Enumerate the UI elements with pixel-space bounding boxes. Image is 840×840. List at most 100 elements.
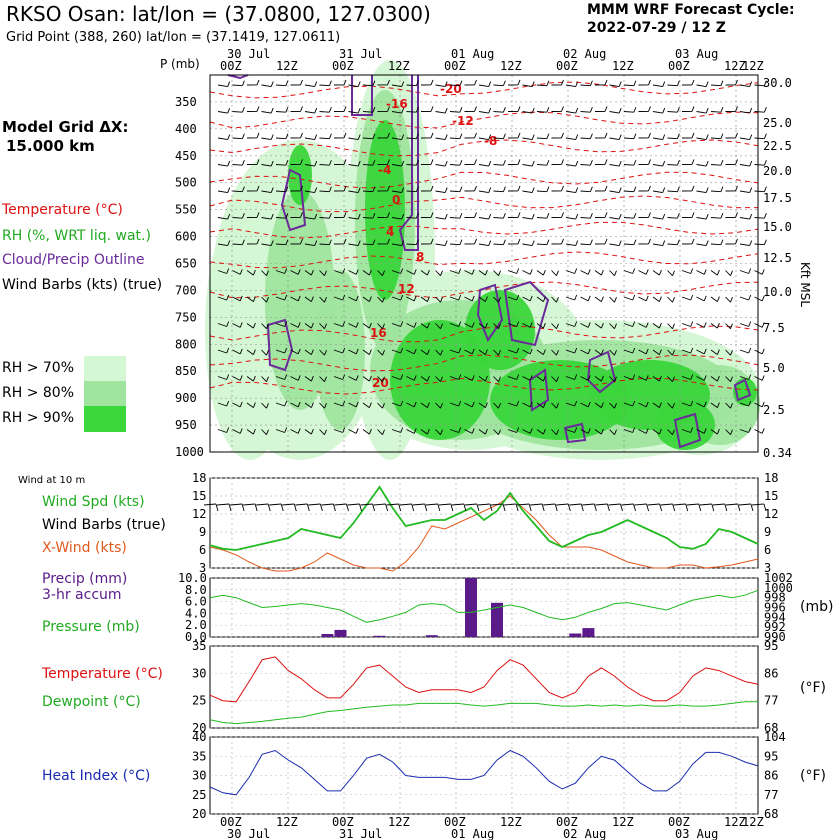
wind-barb (449, 239, 463, 246)
wind-barb-flag (561, 79, 564, 86)
wind-barb (348, 187, 361, 194)
wind-barb-flag (691, 106, 695, 112)
surface-wind-barb (543, 503, 558, 512)
wind-barb-shaft (739, 84, 750, 88)
wind-barb (681, 427, 694, 433)
wind-barb (478, 269, 488, 276)
wind-barb-shaft (696, 164, 707, 167)
wind-barb (261, 134, 274, 141)
surface-wind-barb-flag (633, 503, 636, 512)
wind-barb (420, 349, 430, 355)
surface-wind-barb-shaft (373, 503, 386, 506)
wind-barb-shaft (232, 84, 243, 87)
wind-barb-shaft (652, 190, 663, 194)
wind-barb (464, 238, 477, 245)
wind-barb-shaft (377, 429, 383, 436)
wind-barb-shaft (217, 323, 227, 327)
wind-barb (681, 106, 695, 112)
wind-barb (536, 133, 550, 140)
wind-barb-flag (632, 268, 636, 274)
wind-barb-shaft (478, 270, 486, 276)
wind-barb (232, 428, 243, 434)
isotherm-label-8: 12 (398, 282, 415, 296)
wind-barb-shaft (406, 270, 415, 275)
wind-barb-shaft (348, 164, 359, 167)
wind-barb-shaft (217, 84, 228, 88)
wind-barb-shaft (710, 376, 718, 382)
wind-barb-shaft (290, 349, 299, 355)
surface-wind-barb-flag (437, 503, 441, 512)
wind-barb-flag (542, 322, 546, 329)
wind-barb-flag (300, 132, 303, 139)
wind-barb-shaft (609, 376, 615, 383)
wind-barb (696, 213, 709, 220)
wind-barb-shaft (638, 402, 647, 408)
surface-wind-barb-flag (580, 503, 584, 512)
wind-barb (348, 322, 359, 328)
wind-barb-shaft (275, 84, 286, 87)
wind-barb-flag (440, 323, 443, 329)
surface-wind-barb-flag (750, 503, 754, 512)
wind-barb-shaft (493, 243, 504, 246)
wind-barb-flag (328, 239, 332, 245)
wind-barb (420, 269, 430, 276)
wind-barb-flag (488, 213, 492, 220)
wind-barb-shaft (333, 349, 343, 354)
wind-barb (217, 81, 231, 88)
wind-barb-shaft (362, 429, 370, 435)
wind-barb-flag (484, 349, 488, 355)
wind-barb-shaft (565, 296, 575, 301)
wind-barb-shaft (478, 137, 489, 141)
wind-barb (377, 349, 385, 356)
cloud-outline-7 (586, 350, 617, 394)
xwind-series (209, 495, 759, 572)
wind-barb-shaft (362, 243, 373, 246)
heat-right-tick-2: 86 (764, 769, 778, 783)
wind-barb-flag (444, 81, 448, 87)
wind-barb (319, 376, 327, 383)
wind-barb-flag (648, 212, 651, 218)
wind-barb-flag (575, 240, 579, 246)
wind-barb-flag (256, 132, 260, 139)
surface-wind-barb-shaft (608, 503, 621, 506)
wind-barb-shaft (290, 429, 299, 434)
wind-barb (652, 375, 662, 382)
wind-barb-shaft (609, 296, 615, 303)
wind-barb-shaft (739, 429, 749, 433)
wind-barb-flag (502, 186, 506, 192)
wind-barb (565, 400, 578, 407)
wind-barb-flag (633, 133, 637, 139)
wind-barb-shaft (246, 429, 254, 435)
wind-barb (551, 270, 559, 277)
wind-barb-flag (648, 185, 651, 192)
wind-barb-flag (516, 268, 520, 274)
wind-barb (493, 376, 501, 383)
surface-wind-barb-shaft (295, 503, 308, 506)
wind-barb (246, 349, 256, 355)
wind-barb (580, 295, 591, 302)
wind-barb (406, 295, 417, 302)
wind-barb (275, 239, 289, 246)
wind-left-tick-0: 3 (199, 561, 206, 575)
wind-barb-flag (484, 296, 488, 302)
wind-barb (333, 268, 346, 274)
wind-barb (217, 427, 230, 433)
wind-barb (261, 240, 274, 247)
pressure-tick-label-8: 750 (175, 310, 197, 324)
wind-barb-shaft (319, 164, 330, 166)
precip-bar-4 (465, 578, 477, 637)
wind-barb-shaft (290, 323, 299, 328)
wind-barb-flag (662, 187, 666, 193)
wind-barb-flag (314, 213, 318, 220)
surface-wind-barb-shaft (491, 503, 504, 506)
surface-wind-barb (582, 503, 597, 512)
wind-barb (667, 160, 680, 166)
surface-wind-barb-shaft (282, 503, 295, 506)
wind-barb-flag (546, 107, 550, 113)
wind-barb-flag (546, 133, 550, 139)
wind-barb-shaft (638, 429, 647, 434)
wind-barb-shaft (362, 111, 373, 113)
wind-barb-flag (444, 240, 448, 246)
wind-barb-shaft (681, 296, 691, 301)
cycle-label: 2022-07-29 / 12 Z (587, 20, 726, 36)
